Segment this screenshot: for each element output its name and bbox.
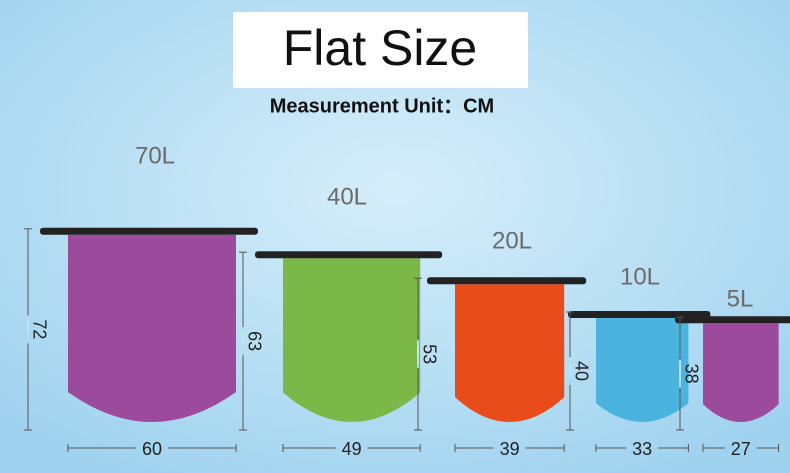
- bag: [596, 318, 689, 422]
- height-label: 63: [244, 331, 264, 351]
- bag-closure: [427, 277, 587, 285]
- title-box: [233, 12, 528, 88]
- bag-label: 40L: [327, 183, 367, 210]
- height-label: 53: [419, 344, 439, 364]
- title: Flat Size: [283, 20, 478, 76]
- bag-label: 5L: [727, 285, 754, 312]
- width-label: 27: [731, 439, 751, 459]
- bag-label: 10L: [620, 263, 660, 290]
- label-gap: [242, 327, 244, 356]
- height-label: 72: [29, 319, 49, 339]
- bag-closure: [40, 227, 258, 235]
- label-gap: [27, 315, 29, 344]
- bag-label: 70L: [135, 142, 175, 169]
- width-label: 49: [342, 439, 362, 459]
- height-label: 40: [571, 361, 591, 381]
- height-label: 38: [681, 364, 701, 384]
- bag-label: 20L: [492, 227, 532, 254]
- bag-closure: [255, 251, 443, 259]
- bag-closure: [675, 316, 790, 324]
- subtitle: Measurement Unit：CM: [270, 95, 494, 117]
- bag: [455, 284, 565, 422]
- width-label: 33: [632, 439, 652, 459]
- bag: [68, 234, 236, 422]
- bag: [703, 323, 779, 422]
- width-label: 60: [142, 439, 162, 459]
- label-gap: [569, 357, 571, 385]
- bag-closure: [568, 311, 711, 318]
- label-gap: [679, 359, 681, 388]
- bag: [283, 258, 421, 422]
- width-label: 39: [500, 439, 520, 459]
- label-gap: [417, 340, 419, 369]
